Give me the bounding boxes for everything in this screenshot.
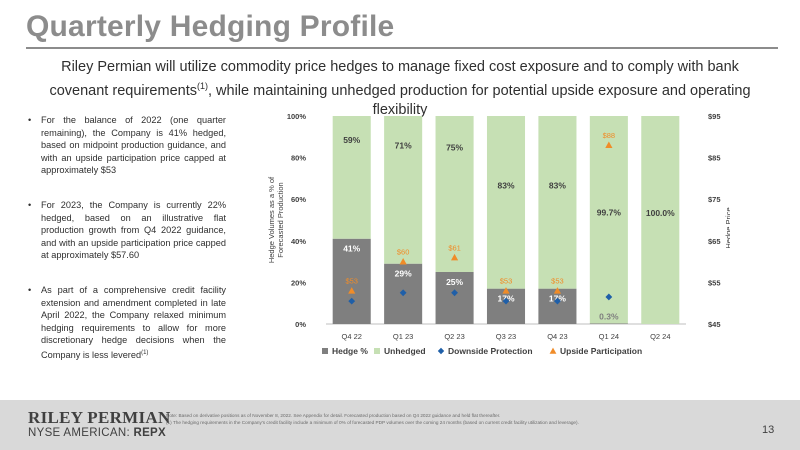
data-label-unhedged: 75% (446, 142, 463, 152)
y-left-tick-label: 40% (291, 237, 306, 246)
bar-unhedged (486, 116, 526, 289)
y-right-axis-title: Hedge Price (724, 207, 730, 248)
bullet-text: As part of a comprehensive credit facili… (41, 284, 226, 360)
bar-hedge (589, 323, 628, 324)
legend-label: Hedge % (332, 346, 368, 356)
bullet-item: As part of a comprehensive credit facili… (28, 284, 226, 362)
page-subtitle: Riley Permian will utilize commodity pri… (30, 58, 770, 120)
title-divider (26, 47, 778, 49)
y-left-axis-title: Hedge Volumes as a % ofForecasted Produc… (267, 176, 285, 263)
downside-protection-marker (451, 289, 458, 297)
bar-hedge (486, 288, 526, 324)
bullet-footnote-ref: (1) (141, 349, 149, 356)
bullet-item: For the balance of 2022 (one quarter rem… (28, 114, 226, 177)
y-right-tick-label: $45 (708, 320, 721, 329)
bar-unhedged (384, 116, 423, 264)
y-left-tick-label: 0% (295, 320, 306, 329)
bar-unhedged (538, 116, 577, 289)
y-left-tick-label: 80% (291, 154, 306, 163)
footer-bar (0, 400, 800, 450)
data-label-hedge: 0.3% (599, 311, 619, 321)
upside-participation-marker (502, 287, 510, 294)
y-left-tick-label: 60% (291, 195, 306, 204)
downside-protection-marker (399, 289, 407, 297)
downside-protection-marker (605, 293, 613, 301)
y-right-tick-label: $85 (708, 154, 721, 163)
bar-hedge (538, 288, 577, 324)
y-right-tick-label: $75 (708, 195, 721, 204)
data-label-hedge: 29% (395, 269, 412, 279)
exchange-label: NYSE AMERICAN: (28, 427, 130, 439)
page-number: 13 (762, 424, 775, 436)
footnote-credit-facility: (1) The hedging requirements in the Comp… (166, 420, 579, 425)
legend-label: Upside Participation (560, 346, 642, 356)
upside-participation-marker (450, 253, 459, 261)
data-label-unhedged: 100.0% (646, 208, 675, 218)
data-label-upside: $53 (345, 277, 358, 286)
bullet-item: For 2023, the Company is currently 22% h… (28, 199, 226, 262)
subtitle-footnote-ref: (1) (196, 81, 208, 91)
bar-hedge (332, 238, 371, 324)
downside-protection-marker (554, 297, 561, 305)
data-label-upside: $53 (500, 277, 513, 286)
legend-swatch-downside (437, 347, 445, 355)
downside-protection-marker (502, 297, 510, 305)
data-label-upside: $53 (551, 277, 564, 286)
upside-participation-marker (553, 287, 562, 294)
data-label-unhedged: 71% (395, 140, 412, 150)
y-left-tick-label: 20% (291, 278, 306, 287)
data-label-upside: $88 (603, 131, 616, 140)
y-right-tick-label: $55 (708, 278, 721, 287)
legend-swatch-unhedged (374, 348, 380, 354)
upside-participation-marker (348, 287, 356, 294)
page-title: Quarterly Hedging Profile (26, 10, 395, 43)
data-label-upside: $60 (397, 248, 410, 257)
y-left-tick-label: 100% (287, 112, 307, 121)
data-label-hedge: 25% (446, 277, 463, 287)
ticker-label: REPX (133, 427, 167, 439)
x-tick-label: Q2 24 (650, 332, 670, 341)
upside-participation-marker (605, 141, 613, 148)
legend-swatch-upside (549, 347, 557, 354)
y-right-tick-label: $95 (708, 112, 721, 121)
brand-logo: RILEY PERMIAN (28, 408, 171, 427)
subtitle-main-text: Riley Permian will utilize commodity pri… (49, 59, 739, 99)
legend-label: Downside Protection (448, 346, 533, 356)
bar-unhedged (589, 116, 628, 324)
data-label-unhedged: 99.7% (597, 208, 622, 218)
bar-unhedged (641, 116, 680, 324)
x-tick-label: Q3 23 (496, 332, 516, 341)
x-tick-label: Q2 23 (444, 332, 464, 341)
hedging-chart: 0% 20% 40% 60% 80% 100% $45 $55 $65 $75 $85 $95 Hedg… (267, 112, 730, 356)
legend-swatch-hedge (322, 348, 328, 354)
subtitle-end-text: , while maintaining unhedged production … (207, 82, 751, 118)
footnotes: Note: Based on derivative positions as o… (166, 412, 726, 426)
footnote-note: Note: Based on derivative positions as o… (166, 413, 501, 418)
data-label-unhedged: 83% (497, 181, 514, 191)
bar-unhedged (332, 116, 371, 239)
upside-participation-marker (399, 258, 407, 265)
data-label-upside: $61 (448, 243, 461, 252)
x-tick-label: Q1 23 (393, 332, 413, 341)
brand-ticker: NYSE AMERICAN: REPX (28, 427, 166, 439)
bullet-text: For the balance of 2022 (one quarter rem… (41, 115, 226, 176)
bar-unhedged (435, 116, 474, 272)
data-label-unhedged: 59% (343, 135, 360, 145)
bullet-list: For the balance of 2022 (one quarter rem… (28, 114, 226, 384)
y-right-tick-label: $65 (708, 237, 721, 246)
x-tick-label: Q4 22 (341, 332, 361, 341)
downside-protection-marker (348, 297, 356, 305)
data-label-unhedged: 83% (549, 181, 566, 191)
bullet-text: For 2023, the Company is currently 22% h… (41, 199, 226, 261)
bar-hedge (435, 272, 474, 324)
data-label-hedge: 41% (343, 244, 360, 254)
legend-label: Unhedged (384, 346, 426, 356)
x-tick-label: Q1 24 (599, 332, 619, 341)
x-tick-label: Q4 23 (547, 332, 567, 341)
